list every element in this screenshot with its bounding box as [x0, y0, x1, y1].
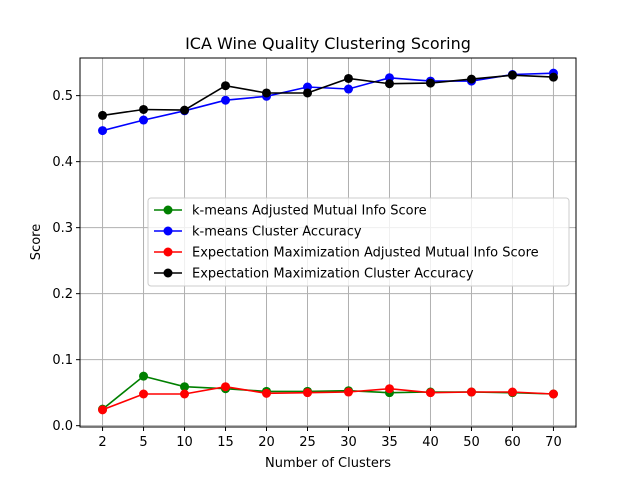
data-point [180, 382, 190, 392]
data-point [180, 105, 190, 115]
data-point [139, 104, 149, 114]
legend-marker [163, 226, 173, 236]
x-axis-label: Number of Clusters [265, 456, 391, 471]
series-1 [98, 68, 558, 136]
legend-item: Expectation Maximization Adjusted Mutual… [154, 246, 539, 261]
y-axis-label: Score [29, 224, 44, 260]
data-point [466, 387, 476, 397]
legend-item: Expectation Maximization Cluster Accurac… [154, 267, 474, 282]
data-point [425, 388, 435, 398]
series-3 [98, 70, 558, 120]
data-point [384, 79, 394, 89]
x-tick-label: 5 [139, 435, 147, 450]
series-lines [98, 68, 558, 415]
data-point [343, 387, 353, 397]
y-axis-ticks: 0.0 0.1 0.2 0.3 0.4 0.5 [52, 89, 80, 434]
y-tick-label: 0.5 [52, 89, 73, 104]
x-tick-label: 30 [340, 435, 357, 450]
series-line [102, 74, 554, 117]
legend: k-means Adjusted Mutual Info Score k-mean… [147, 197, 570, 287]
x-tick-label: 15 [217, 435, 234, 450]
data-point [221, 382, 231, 392]
x-tick-label: 70 [545, 435, 562, 450]
y-tick-label: 0.1 [52, 353, 73, 368]
legend-item: k-means Cluster Accuracy [154, 225, 362, 240]
data-point [98, 110, 108, 120]
legend-marker [163, 247, 173, 257]
x-tick-label: 25 [299, 435, 316, 450]
series-line [102, 72, 554, 132]
data-point [139, 115, 149, 125]
data-point [466, 74, 476, 84]
data-point [507, 387, 517, 397]
data-point [507, 70, 517, 80]
x-tick-label: 40 [422, 435, 439, 450]
y-tick-label: 0.3 [52, 221, 73, 236]
y-tick-label: 0.2 [52, 287, 73, 302]
y-tick-label: 0.4 [52, 155, 73, 170]
data-point [303, 88, 313, 98]
data-point [262, 88, 272, 98]
series-2 [98, 382, 558, 415]
y-tick-label: 0.0 [52, 419, 73, 434]
x-tick-label: 60 [504, 435, 521, 450]
legend-label: k-means Adjusted Mutual Info Score [192, 204, 427, 219]
data-point [548, 72, 558, 82]
data-point [221, 95, 231, 105]
data-point [303, 388, 313, 398]
x-tick-label: 50 [463, 435, 480, 450]
data-point [139, 389, 149, 399]
legend-item: k-means Adjusted Mutual Info Score [154, 204, 427, 219]
data-point [425, 78, 435, 88]
legend-box [147, 197, 570, 287]
legend-label: k-means Cluster Accuracy [192, 225, 362, 240]
plot-frame [79, 57, 577, 428]
legend-label: Expectation Maximization Adjusted Mutual… [192, 246, 539, 261]
legend-marker [163, 268, 173, 278]
data-point [180, 389, 190, 399]
legend-marker [163, 205, 173, 215]
data-point [98, 405, 108, 415]
x-tick-label: 2 [98, 435, 106, 450]
series-line [102, 385, 554, 411]
x-tick-label: 10 [176, 435, 193, 450]
data-point [262, 388, 272, 398]
data-point [343, 84, 353, 94]
data-point [384, 384, 394, 394]
data-point [139, 371, 149, 381]
x-axis-ticks: 2 5 10 15 20 25 30 35 40 50 60 70 [98, 427, 562, 450]
data-point [98, 126, 108, 136]
legend-label: Expectation Maximization Cluster Accurac… [192, 267, 474, 282]
x-tick-label: 35 [381, 435, 398, 450]
grid-lines [80, 58, 576, 427]
chart-title: ICA Wine Quality Clustering Scoring [185, 34, 471, 53]
x-tick-label: 20 [258, 435, 275, 450]
data-point [548, 389, 558, 399]
data-point [221, 81, 231, 91]
data-point [343, 73, 353, 83]
